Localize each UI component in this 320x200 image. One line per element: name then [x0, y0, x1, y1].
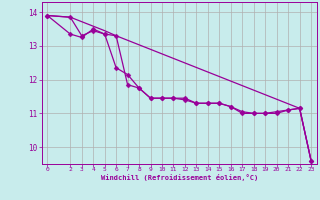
X-axis label: Windchill (Refroidissement éolien,°C): Windchill (Refroidissement éolien,°C) — [100, 174, 258, 181]
